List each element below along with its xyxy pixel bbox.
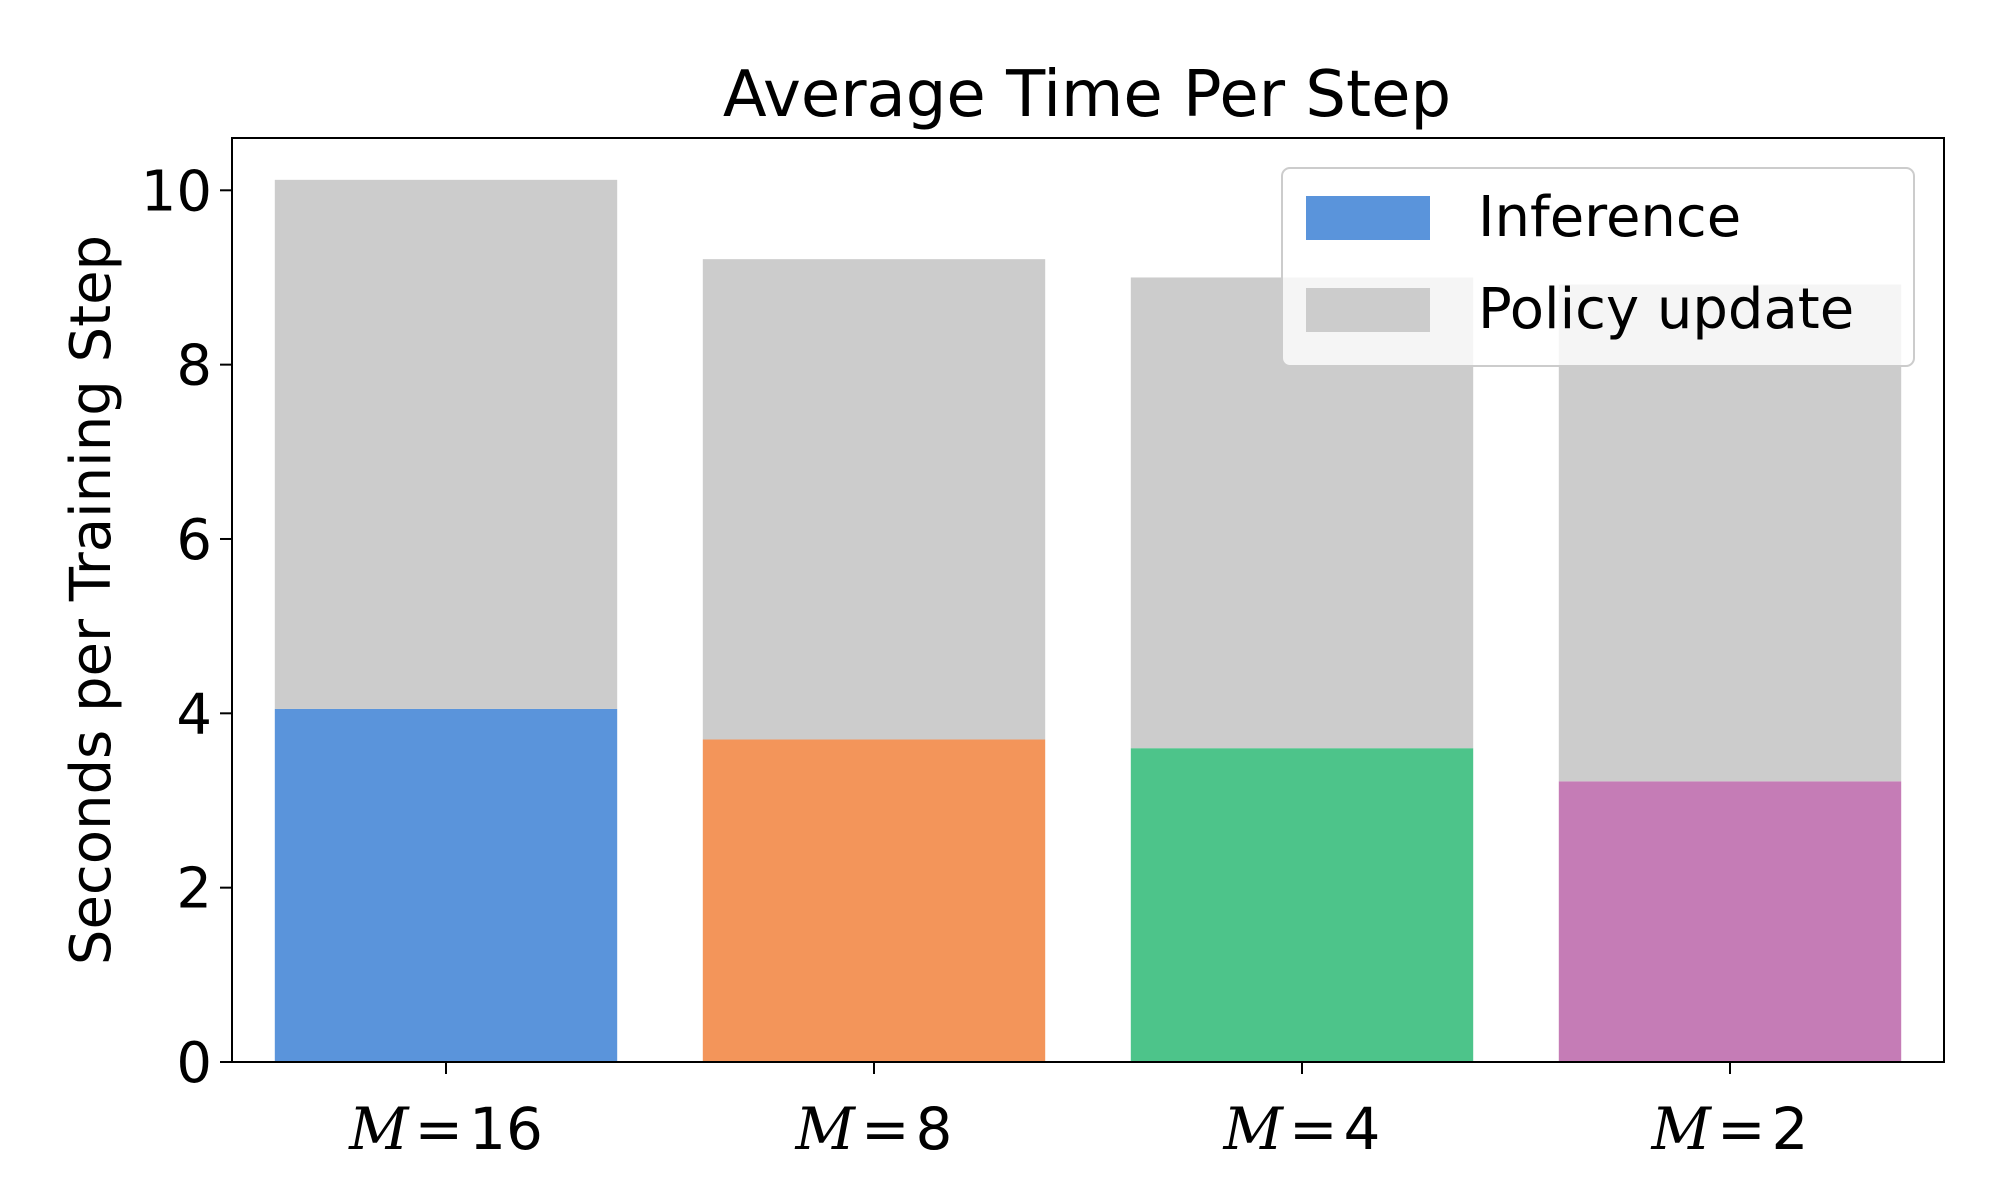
x-tick-label: M = 4 [1223,1095,1381,1163]
x-tick-var: M [795,1095,857,1163]
bar-policy-update-0 [274,179,618,709]
y-axis-label: Seconds per Training Step [59,235,124,965]
x-tick-num: 2 [1772,1095,1809,1163]
bar-inference-1 [702,739,1046,1062]
x-tick-num: 8 [916,1095,953,1163]
y-tick-label: 8 [176,334,212,399]
legend-swatch-inference [1306,196,1430,240]
x-ticks-group: M = 16 M = 8 M = 4 M = 2 [348,1062,1808,1163]
bar-inference-3 [1558,781,1902,1062]
x-tick-eq: = [861,1095,910,1163]
y-tick-label: 6 [176,508,212,573]
x-tick-var: M [348,1095,410,1163]
legend: Inference Policy update [1281,167,1915,367]
plot-frame [231,137,1945,1063]
x-tick-label: M = 8 [795,1095,953,1163]
legend-box [1281,167,1915,367]
x-tick-eq: = [1289,1095,1338,1163]
x-tick-var: M [1651,1095,1713,1163]
y-tick-label: 10 [141,159,212,224]
x-tick-eq: = [414,1095,463,1163]
bar-inference-2 [1130,748,1474,1062]
y-tick-label: 2 [176,857,212,922]
y-tick-label: 4 [176,682,212,747]
chart-title: Average Time Per Step [723,58,1451,132]
x-tick-num: 4 [1344,1095,1381,1163]
bar-inference-0 [274,708,618,1062]
x-tick-label: M = 16 [348,1095,543,1163]
legend-swatch-policy-update [1306,288,1430,332]
x-tick-num: 16 [469,1095,543,1163]
bar-policy-update-1 [702,259,1046,740]
bar-policy-update-3 [1558,284,1902,782]
y-tick-label: 0 [176,1031,212,1096]
legend-label-inference: Inference [1478,185,1741,250]
x-tick-eq: = [1717,1095,1766,1163]
y-ticks-group: 0 2 4 6 8 10 [141,159,232,1096]
legend-label-policy-update: Policy update [1478,277,1854,342]
bars-group [274,179,1902,1062]
x-tick-label: M = 2 [1651,1095,1809,1163]
x-tick-var: M [1223,1095,1285,1163]
